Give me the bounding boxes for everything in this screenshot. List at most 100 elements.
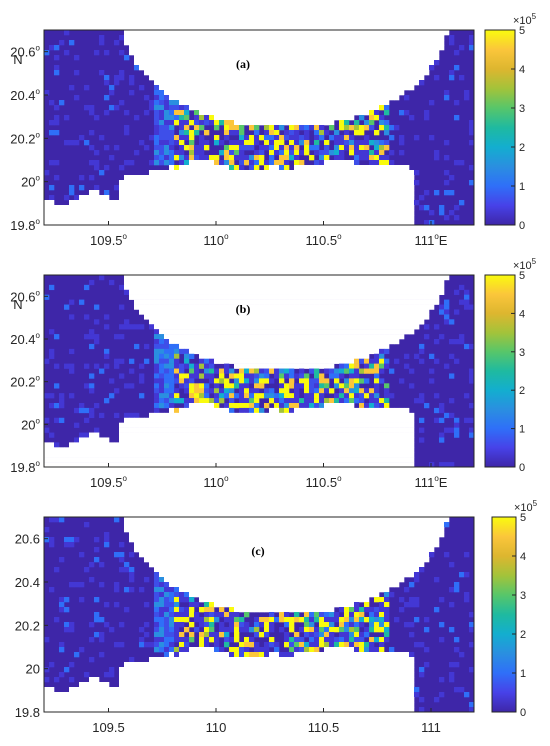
land-cell (399, 532, 405, 538)
land-cell (264, 190, 270, 196)
heatmap-cell (354, 145, 360, 151)
land-cell (334, 532, 340, 538)
land-cell (314, 343, 320, 350)
land-cell (189, 314, 195, 320)
land-cell (314, 275, 320, 281)
land-cell (184, 319, 190, 325)
land-cell (404, 329, 410, 335)
land-cell (124, 195, 130, 201)
land-cell (319, 275, 325, 281)
land-cell (309, 412, 315, 419)
land-cell (274, 115, 280, 121)
land-cell (189, 522, 195, 528)
land-cell (384, 452, 390, 458)
land-cell (364, 200, 370, 206)
land-cell (369, 299, 375, 305)
land-cell (229, 70, 235, 76)
land-cell (309, 289, 315, 295)
heatmap-cell (154, 130, 160, 136)
heatmap-cell (359, 403, 365, 409)
land-cell (344, 65, 350, 71)
land-cell (324, 45, 330, 51)
land-cell (424, 294, 430, 300)
land-cell (289, 90, 295, 96)
land-cell (234, 289, 240, 295)
land-cell (284, 60, 290, 66)
heatmap-cell (184, 155, 190, 161)
land-cell (229, 100, 235, 106)
heatmap-cell (159, 368, 165, 374)
land-cell (359, 195, 365, 201)
land-cell (294, 412, 300, 419)
heatmap-cell (229, 383, 235, 389)
heatmap-cell (434, 60, 440, 66)
land-cell (89, 200, 95, 206)
land-cell (219, 279, 225, 286)
land-cell (214, 95, 220, 101)
heatmap-cell (449, 319, 455, 325)
land-cell (259, 452, 265, 458)
land-cell (184, 100, 190, 106)
land-cell (299, 299, 305, 305)
heatmap-cell (314, 383, 320, 389)
land-cell (294, 200, 300, 206)
heatmap-cell (69, 363, 75, 369)
land-cell (309, 180, 315, 186)
land-cell (209, 462, 215, 468)
land-cell (394, 80, 400, 86)
land-cell (204, 324, 210, 330)
heatmap-cell (454, 205, 460, 211)
heatmap-cell (419, 358, 425, 364)
land-cell (204, 457, 210, 463)
land-cell (294, 462, 300, 468)
land-cell (164, 412, 170, 419)
land-cell (389, 289, 395, 295)
heatmap-cell (79, 175, 85, 181)
heatmap-cell (294, 145, 300, 151)
land-cell (344, 319, 350, 325)
land-cell (399, 412, 405, 419)
land-cell (344, 517, 350, 523)
land-cell (249, 304, 255, 310)
heatmap-cell (219, 393, 225, 399)
land-cell (404, 462, 410, 468)
land-cell (389, 299, 395, 305)
land-cell (194, 417, 200, 423)
land-cell (74, 220, 80, 226)
land-cell (404, 45, 410, 51)
land-cell (224, 437, 230, 443)
heatmap-cell (94, 304, 100, 310)
heatmap-cell (169, 115, 175, 121)
land-cell (294, 447, 300, 453)
land-cell (159, 437, 165, 443)
heatmap-cell (469, 378, 475, 384)
land-cell (224, 309, 230, 315)
land-cell (404, 55, 410, 61)
heatmap-cell (449, 339, 455, 345)
land-cell (409, 75, 415, 81)
land-cell (239, 437, 245, 443)
land-cell (399, 170, 405, 176)
land-cell (364, 185, 370, 191)
land-cell (284, 517, 290, 523)
land-cell (144, 220, 150, 226)
land-cell (309, 358, 315, 364)
land-cell (234, 329, 240, 335)
land-cell (394, 90, 400, 96)
land-cell (239, 200, 245, 206)
land-cell (414, 279, 420, 286)
land-cell (434, 517, 440, 523)
land-cell (364, 353, 370, 359)
heatmap-cell (339, 393, 345, 399)
land-cell (219, 60, 225, 66)
land-cell (264, 284, 270, 291)
land-cell (284, 527, 290, 533)
land-cell (129, 30, 135, 36)
heatmap-cell (439, 334, 445, 340)
land-cell (194, 462, 200, 468)
land-cell (374, 304, 380, 310)
land-cell (194, 40, 200, 46)
land-cell (169, 427, 175, 433)
land-cell (409, 210, 415, 216)
land-cell (299, 275, 305, 281)
